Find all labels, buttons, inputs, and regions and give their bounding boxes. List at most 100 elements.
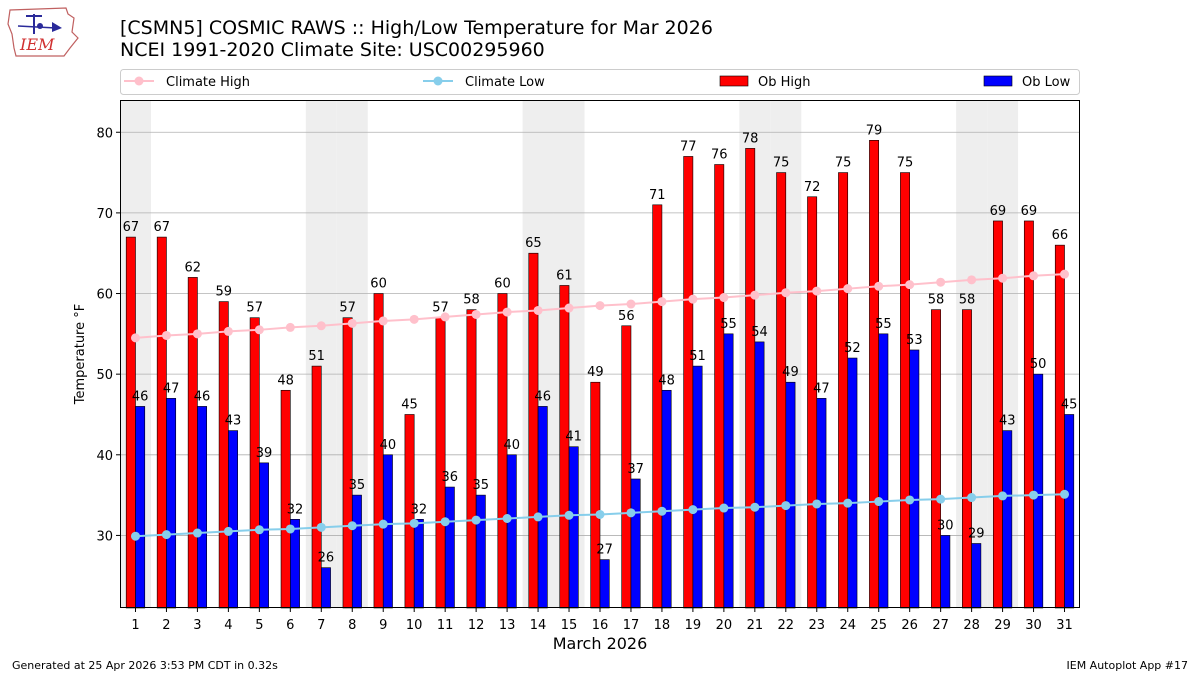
climate-low-point	[130, 531, 140, 541]
climate-high-point	[1060, 269, 1070, 279]
climate-high-point	[471, 309, 481, 319]
label-ob-high: 75	[773, 156, 790, 171]
bar-ob-high	[714, 164, 725, 609]
climate-high-point	[843, 284, 853, 294]
bar-labels: 67 46 67 47 62 46 59 43 57 39 48 32 51 26 57 35 60 40 45 32…	[123, 123, 1078, 565]
bar-ob-low	[940, 535, 951, 609]
label-ob-low: 55	[720, 317, 737, 332]
label-ob-low: 48	[658, 373, 675, 388]
climate-high-point	[192, 329, 202, 339]
label-ob-high: 72	[804, 180, 821, 195]
x-tick-label: 9	[379, 618, 387, 633]
x-tick-label: 5	[255, 618, 263, 633]
label-ob-high: 48	[277, 373, 294, 388]
label-ob-low: 46	[194, 389, 211, 404]
bar-ob-low	[537, 406, 548, 609]
x-tick-label: 8	[348, 618, 356, 633]
climate-high-point	[626, 299, 636, 309]
climate-high-point	[1029, 271, 1039, 281]
bar-ob-high	[652, 204, 663, 609]
bar-ob-low	[847, 357, 858, 609]
climate-high-point	[347, 318, 357, 328]
bar-ob-high	[1054, 244, 1065, 609]
x-tick-label: 24	[839, 618, 856, 633]
bar-ob-high	[125, 236, 136, 609]
label-ob-high: 75	[897, 156, 914, 171]
climate-high-point	[719, 293, 729, 303]
x-tick-label: 10	[406, 618, 423, 633]
label-ob-high: 56	[618, 309, 635, 324]
y-tick-label: 50	[96, 368, 113, 383]
climate-low-point	[874, 497, 884, 507]
label-ob-low: 37	[627, 462, 644, 477]
climate-high-point	[285, 322, 295, 332]
climate-low-point	[564, 510, 574, 520]
label-ob-low: 47	[163, 381, 180, 396]
climate-high-point	[378, 316, 388, 326]
label-ob-low: 29	[968, 526, 985, 541]
bar-ob-high	[311, 365, 322, 609]
bar-ob-low	[197, 406, 208, 609]
x-tick-label: 3	[193, 618, 201, 633]
bar-ob-low	[971, 543, 982, 609]
climate-low-point	[502, 513, 512, 523]
climate-low-legend-label: Climate Low	[465, 75, 545, 90]
climate-high-point	[161, 330, 171, 340]
climate-high-point	[223, 326, 233, 336]
label-ob-high: 60	[494, 277, 511, 292]
bar-ob-low	[228, 430, 238, 609]
climate-low-point	[967, 493, 977, 503]
label-ob-low: 26	[318, 551, 335, 566]
climate-high-point	[409, 314, 419, 324]
bar-ob-low	[1002, 430, 1013, 609]
x-tick-label: 21	[747, 618, 764, 633]
bar-ob-low	[506, 454, 517, 609]
bar-ob-high	[280, 389, 291, 609]
bar-ob-low	[692, 365, 703, 609]
bar-ob-high	[745, 148, 756, 609]
bar-ob-low	[382, 454, 393, 609]
label-ob-low: 36	[442, 470, 459, 485]
climate-high-point	[254, 325, 264, 335]
climate-low-point	[192, 528, 202, 538]
bar-ob-low	[630, 478, 641, 609]
x-tick-label: 23	[809, 618, 826, 633]
climate-low-point	[750, 502, 760, 512]
bar-ob-high	[156, 236, 167, 609]
x-tick-label: 18	[654, 618, 671, 633]
weather-station-icon	[17, 14, 62, 34]
climate-low-point	[316, 522, 326, 532]
x-tick-label: 17	[623, 618, 640, 633]
x-tick-label: 13	[499, 618, 516, 633]
label-ob-low: 40	[380, 438, 397, 453]
climate-low-point	[1029, 490, 1039, 500]
climate-high-point	[874, 281, 884, 291]
ob-low-legend-swatch	[983, 75, 1013, 87]
climate-low-point	[998, 491, 1008, 501]
x-tick-label: 16	[592, 618, 609, 633]
label-ob-low: 54	[751, 325, 768, 340]
bar-ob-high	[838, 172, 849, 609]
x-tick-label: 28	[963, 618, 980, 633]
x-tick-label: 31	[1056, 618, 1073, 633]
label-ob-high: 75	[835, 156, 852, 171]
bar-ob-low	[661, 389, 672, 609]
y-tick-label: 60	[96, 288, 113, 303]
x-tick-label: 14	[530, 618, 547, 633]
ob-high-legend-label: Ob High	[758, 75, 811, 90]
label-ob-high: 49	[587, 365, 604, 380]
bar-ob-low	[754, 341, 765, 609]
bar-ob-low	[568, 446, 579, 609]
climate-low-point	[688, 505, 698, 515]
ob-high-legend-swatch	[719, 75, 749, 87]
x-tick-label: 12	[468, 618, 485, 633]
climate-high-point	[936, 277, 946, 287]
label-ob-low: 51	[689, 349, 706, 364]
bar-ob-low	[878, 333, 889, 609]
label-ob-low: 52	[844, 341, 861, 356]
climate-low-point	[595, 509, 605, 519]
climate-low-point	[254, 525, 264, 535]
bar-ob-high	[218, 301, 229, 609]
climate-high-point	[998, 273, 1008, 283]
